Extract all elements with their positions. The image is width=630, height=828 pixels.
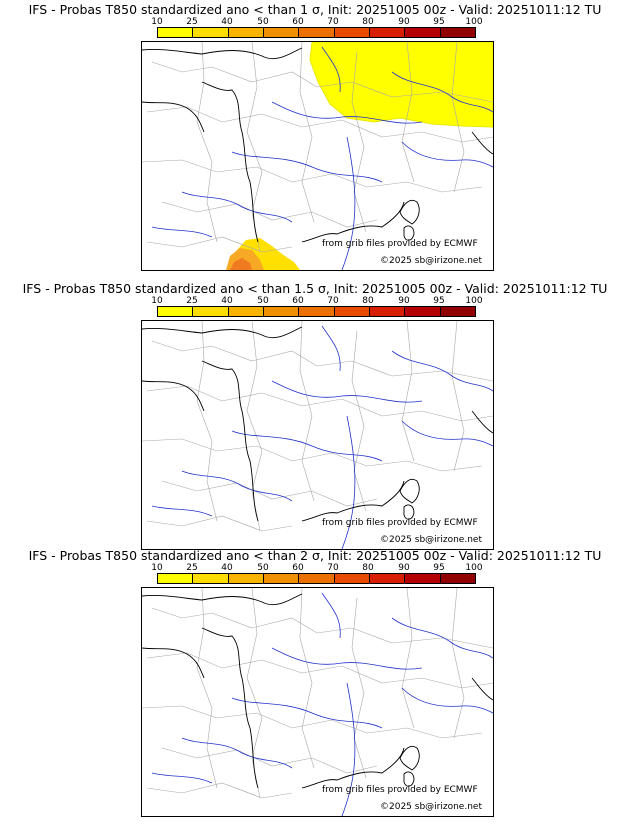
colorbar-segment	[299, 307, 335, 316]
panel-title: IFS - Probas T850 standardized ano < tha…	[28, 548, 602, 563]
colorbar-segment	[263, 28, 300, 37]
colorbar-tick: 60	[292, 563, 304, 573]
rivers	[151, 325, 493, 549]
colorbar-tick: 70	[327, 17, 339, 27]
colorbar-segment	[334, 307, 370, 316]
colorbar-tick: 80	[362, 296, 374, 306]
colorbar-segment	[158, 574, 194, 583]
colorbar-tick: 70	[327, 563, 339, 573]
colorbar-segment	[263, 307, 300, 316]
colorbar-tick: 25	[186, 296, 198, 306]
forecast-panel-3: IFS - Probas T850 standardized ano < tha…	[0, 548, 630, 818]
colorbar-segment	[440, 307, 475, 316]
colorbar-tick: 95	[433, 17, 445, 27]
copyright-credit: ©2025 sb@irizone.net	[380, 802, 482, 812]
colorbar-tick: 60	[292, 17, 304, 27]
colorbar-segment	[228, 574, 264, 583]
colorbar-segment	[334, 28, 370, 37]
probability-area-pyrenees-peak	[230, 258, 252, 270]
colorbar-tick: 40	[221, 563, 233, 573]
map-view[interactable]: from grib files provided by ECMWF ©2025 …	[141, 320, 494, 550]
panel-title: IFS - Probas T850 standardized ano < tha…	[28, 2, 602, 17]
colorbar-tick: 10	[151, 296, 163, 306]
colorbar-tick: 95	[433, 296, 445, 306]
colorbar-tick: 50	[257, 563, 269, 573]
basemap	[142, 588, 493, 816]
map-view[interactable]: from grib files provided by ECMWF ©2025 …	[141, 41, 494, 271]
admin-boundaries	[142, 588, 493, 799]
data-source-credit: from grib files provided by ECMWF	[322, 785, 478, 795]
colorbar-segment	[369, 307, 406, 316]
data-source-credit: from grib files provided by ECMWF	[322, 518, 478, 528]
colorbar-tick: 40	[221, 296, 233, 306]
colorbar-tick: 90	[398, 296, 410, 306]
colorbar-tick: 60	[292, 296, 304, 306]
basemap	[142, 321, 493, 549]
forecast-panel-2: IFS - Probas T850 standardized ano < tha…	[0, 281, 630, 551]
colorbar-tick: 80	[362, 563, 374, 573]
colorbar-segment	[263, 574, 300, 583]
forecast-panel-1: IFS - Probas T850 standardized ano < tha…	[0, 2, 630, 272]
colorbar-segment	[228, 307, 264, 316]
colorbar-tick: 100	[465, 563, 483, 573]
colorbar-tick: 90	[398, 17, 410, 27]
colorbar-segment	[440, 28, 475, 37]
panel-title: IFS - Probas T850 standardized ano < tha…	[22, 281, 608, 296]
data-source-credit: from grib files provided by ECMWF	[322, 239, 478, 249]
colorbar-tick: 50	[257, 296, 269, 306]
colorbar-segment	[158, 307, 194, 316]
admin-boundaries	[142, 42, 493, 253]
colorbar-tick: 95	[433, 563, 445, 573]
colorbar-tick: 50	[257, 17, 269, 27]
coastlines	[142, 326, 493, 522]
colorbar-labels: 10 25 40 50 60 70 80 90 95 100	[151, 563, 482, 574]
colorbar-tick: 100	[465, 17, 483, 27]
colorbar-segment	[193, 307, 229, 316]
colorbar	[157, 306, 476, 317]
colorbar-segment	[299, 574, 335, 583]
colorbar-segment	[369, 28, 406, 37]
colorbar-segment	[228, 28, 264, 37]
coastlines	[142, 593, 493, 789]
colorbar-segment	[334, 574, 370, 583]
colorbar-tick: 25	[186, 17, 198, 27]
colorbar	[157, 573, 476, 584]
rivers	[151, 592, 493, 816]
copyright-credit: ©2025 sb@irizone.net	[380, 256, 482, 266]
colorbar-segment	[405, 307, 441, 316]
colorbar-segment	[193, 28, 229, 37]
colorbar-tick: 40	[221, 17, 233, 27]
colorbar-tick: 10	[151, 563, 163, 573]
colorbar-segment	[299, 28, 335, 37]
colorbar-segment	[405, 574, 441, 583]
colorbar-labels: 10 25 40 50 60 70 80 90 95 100	[151, 296, 482, 307]
coastlines	[142, 47, 493, 243]
colorbar-tick: 25	[186, 563, 198, 573]
map-view[interactable]: from grib files provided by ECMWF ©2025 …	[141, 587, 494, 817]
colorbar-segment	[193, 574, 229, 583]
basemap	[142, 42, 493, 270]
colorbar-tick: 70	[327, 296, 339, 306]
copyright-credit: ©2025 sb@irizone.net	[380, 535, 482, 545]
colorbar	[157, 27, 476, 38]
rivers	[151, 46, 493, 270]
colorbar-labels: 10 25 40 50 60 70 80 90 95 100	[151, 17, 482, 28]
colorbar-segment	[405, 28, 441, 37]
colorbar-tick: 100	[465, 296, 483, 306]
colorbar-segment	[158, 28, 194, 37]
colorbar-tick: 90	[398, 563, 410, 573]
admin-boundaries	[142, 321, 493, 532]
colorbar-segment	[440, 574, 475, 583]
colorbar-tick: 10	[151, 17, 163, 27]
colorbar-segment	[369, 574, 406, 583]
colorbar-tick: 80	[362, 17, 374, 27]
